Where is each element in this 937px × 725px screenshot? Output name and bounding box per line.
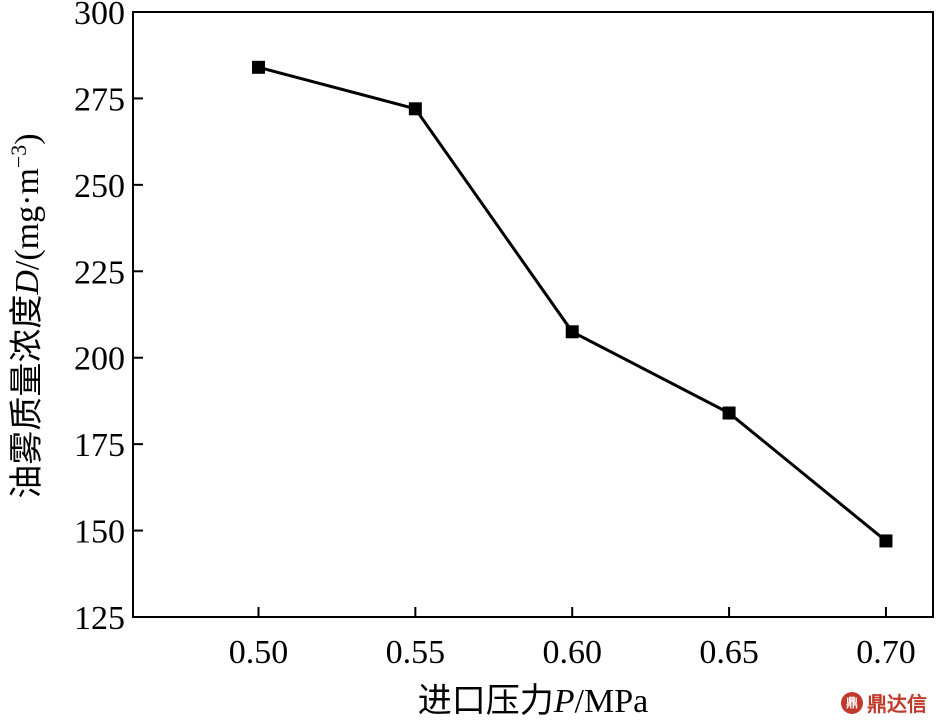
series-line — [258, 65, 887, 543]
watermark-text: 鼎达信 — [867, 692, 927, 716]
x-tick-label: 0.50 — [229, 634, 289, 671]
x-axis-title: 进口压力P/MPa — [418, 681, 648, 721]
y-tick-label: 125 — [74, 600, 125, 637]
y-tick-label: 250 — [74, 168, 125, 205]
data-point-marker — [565, 325, 579, 339]
y-tick-label: 175 — [74, 427, 125, 464]
y-axis-title: 油雾质量浓度D/(mg·m−3) — [6, 133, 47, 498]
y-tick-label: 200 — [74, 341, 125, 378]
plot-frame — [132, 11, 934, 618]
y-tick-label: 225 — [74, 254, 125, 291]
x-tick-label: 0.70 — [856, 634, 916, 671]
data-point-marker — [408, 102, 422, 116]
x-tick-label: 0.65 — [699, 634, 759, 671]
watermark-logo: 鼎 鼎达信 — [841, 688, 927, 717]
x-tick-label: 0.60 — [542, 634, 602, 671]
y-tick-label: 300 — [74, 0, 125, 32]
logo-icon: 鼎 — [841, 691, 863, 714]
data-point-marker — [251, 60, 265, 74]
y-tick-label: 150 — [74, 514, 125, 551]
ticks-layer: 125 150 175 200 225 250 275 300 0.50 0.55 0.60 0.65… — [74, 0, 916, 671]
y-tick-label: 275 — [74, 81, 125, 118]
x-tick-label: 0.55 — [386, 634, 446, 671]
data-point-marker — [722, 406, 736, 420]
series-layer — [251, 60, 893, 548]
data-point-marker — [879, 534, 893, 548]
